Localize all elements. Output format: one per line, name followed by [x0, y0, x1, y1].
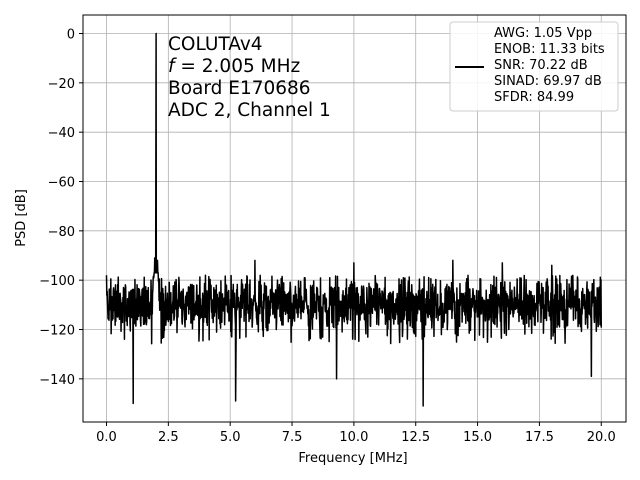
legend-line: SNR: 70.22 dB — [494, 58, 588, 73]
axes — [82, 14, 627, 423]
annotation-block: COLUTAv4 f = 2.005 MHz Board E170686 ADC… — [168, 34, 331, 121]
y-tick-label: −100 — [39, 274, 75, 289]
y-axis-label: PSD [dB] — [14, 189, 29, 247]
x-tick-label: 7.5 — [282, 430, 303, 445]
y-tick-label: 0 — [67, 28, 75, 43]
legend-box — [449, 21, 619, 112]
annotation-frequency-value: = 2.005 MHz — [175, 56, 301, 77]
y-tick-label: −140 — [39, 373, 75, 388]
plot-frame — [82, 14, 627, 423]
tick-labels: 0.0 2.5 5.0 7.5 10.0 12.5 15.0 17.5 20.0 0 −20 −40 −… — [39, 28, 615, 446]
legend-line: AWG: 1.05 Vpp — [494, 26, 592, 41]
annotation-frequency: f = 2.005 MHz — [168, 56, 300, 77]
x-tick-label: 12.5 — [401, 430, 430, 445]
legend-line: SFDR: 84.99 — [494, 90, 574, 105]
y-tick-label: −60 — [48, 176, 75, 191]
x-tick-label: 2.5 — [158, 430, 179, 445]
x-tick-label: 20.0 — [587, 430, 616, 445]
y-tick-label: −20 — [48, 77, 75, 92]
legend-line: SINAD: 69.97 dB — [494, 74, 602, 89]
annotation-frequency-symbol: f — [168, 56, 177, 77]
y-tick-label: −80 — [48, 225, 75, 240]
annotation-chip: COLUTAv4 — [168, 34, 263, 55]
psd-line — [105, 32, 603, 407]
x-tick-label: 5.0 — [220, 430, 241, 445]
x-tick-label: 10.0 — [339, 430, 368, 445]
x-tick-label: 0.0 — [96, 430, 117, 445]
y-tick-label: −40 — [48, 126, 75, 141]
annotation-adc-channel: ADC 2, Channel 1 — [168, 100, 331, 121]
grid — [83, 15, 626, 422]
x-axis-label: Frequency [MHz] — [298, 451, 407, 466]
legend-line: ENOB: 11.33 bits — [494, 42, 605, 57]
annotation-board: Board E170686 — [168, 78, 311, 99]
x-tick-label: 17.5 — [525, 430, 554, 445]
psd-trace — [105, 32, 603, 407]
legend: AWG: 1.05 Vpp ENOB: 11.33 bits SNR: 70.2… — [449, 21, 619, 112]
x-tick-label: 15.0 — [463, 430, 492, 445]
y-tick-label: −120 — [39, 324, 75, 339]
